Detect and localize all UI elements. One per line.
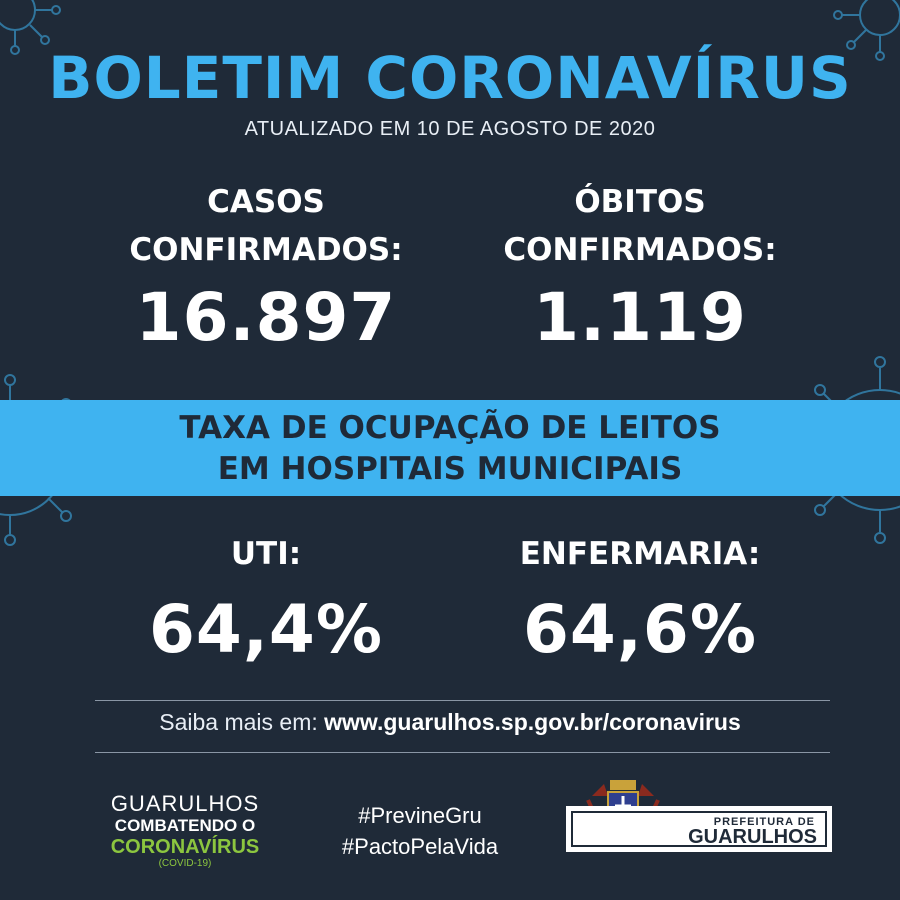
- brand-line4: (COVID-19): [158, 858, 212, 869]
- ward-label: ENFERMARIA:: [519, 536, 761, 572]
- hashtags: #PrevineGru #PactoPelaVida: [300, 800, 540, 862]
- divider: [95, 752, 830, 753]
- hashtag-pactopelavida: #PactoPelaVida: [341, 834, 499, 859]
- prefeitura-line2: GUARULHOS: [688, 826, 817, 848]
- more-info-prefix: Saiba mais em:: [159, 709, 325, 735]
- brand-line3: CORONAVÍRUS: [110, 836, 260, 858]
- virus-icon: [0, 0, 61, 55]
- occupancy-heading-line1: TAXA DE OCUPAÇÃO DE LEITOS: [179, 410, 721, 446]
- more-info: Saiba mais em: www.guarulhos.sp.gov.br/c…: [0, 709, 900, 736]
- ward-block: ENFERMARIA: 64,6%: [440, 530, 840, 666]
- prefeitura-logo: PREFEITURA DE GUARULHOS: [566, 776, 834, 858]
- hashtag-previnegru: #PrevineGru: [358, 803, 482, 828]
- occupancy-heading-line2: EM HOSPITAIS MUNICIPAIS: [217, 451, 683, 487]
- deaths-block: ÓBITOS CONFIRMADOS: 1.119: [440, 178, 840, 354]
- brand-line1: GUARULHOS: [110, 791, 260, 816]
- deaths-label-2: CONFIRMADOS:: [503, 232, 777, 268]
- cases-label-1: CASOS: [207, 184, 325, 220]
- campaign-logo: GUARULHOS COMBATENDO O CORONAVÍRUS (COVI…: [80, 792, 290, 870]
- uti-label: UTI:: [230, 536, 302, 572]
- brand-line2: COMBATENDO O: [114, 816, 256, 835]
- divider: [95, 700, 830, 701]
- updated-date: ATUALIZADO EM 10 DE AGOSTO DE 2020: [244, 118, 656, 140]
- virus-icon: [833, 0, 900, 61]
- more-info-url[interactable]: www.guarulhos.sp.gov.br/coronavirus: [324, 709, 741, 735]
- cases-label-2: CONFIRMADOS:: [129, 232, 403, 268]
- occupancy-heading: TAXA DE OCUPAÇÃO DE LEITOS EM HOSPITAIS …: [0, 408, 900, 490]
- uti-block: UTI: 64,4%: [66, 530, 466, 666]
- cases-value: 16.897: [135, 279, 397, 356]
- cases-block: CASOS CONFIRMADOS: 16.897: [66, 178, 466, 354]
- bulletin-title: BOLETIM CORONAVÍRUS: [48, 44, 852, 112]
- prefeitura-line1: PREFEITURA DE: [713, 816, 815, 828]
- deaths-label-1: ÓBITOS: [574, 184, 706, 220]
- ward-value: 64,6%: [523, 591, 757, 668]
- occupancy-band: [0, 400, 900, 496]
- uti-value: 64,4%: [149, 591, 383, 668]
- deaths-value: 1.119: [533, 279, 747, 356]
